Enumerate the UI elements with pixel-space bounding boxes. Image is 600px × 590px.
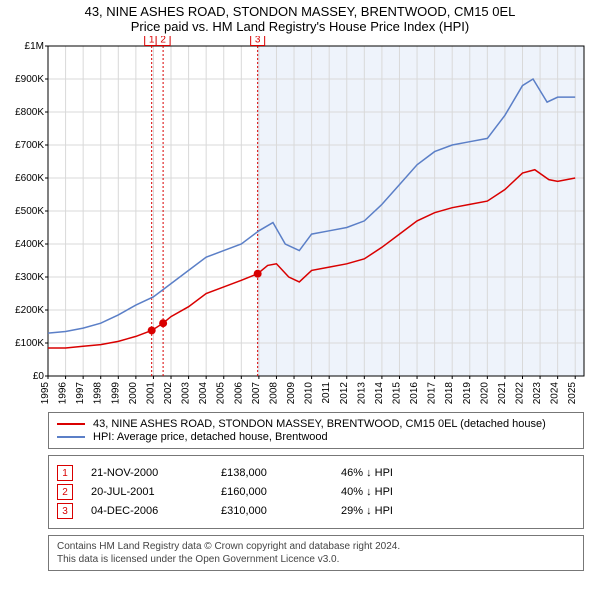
svg-text:2010: 2010 bbox=[304, 382, 315, 405]
legend-label: 43, NINE ASHES ROAD, STONDON MASSEY, BRE… bbox=[93, 418, 546, 430]
price-chart: £0 £100K £200K £300K £400K £500K £600K £700K £80… bbox=[0, 36, 600, 406]
svg-text:2024: 2024 bbox=[550, 382, 561, 405]
svg-text:£500K: £500K bbox=[15, 206, 44, 217]
svg-text:£100K: £100K bbox=[15, 338, 44, 349]
svg-text:2004: 2004 bbox=[198, 382, 209, 405]
svg-text:2013: 2013 bbox=[356, 382, 367, 405]
svg-text:2003: 2003 bbox=[181, 382, 192, 405]
svg-text:2022: 2022 bbox=[514, 382, 525, 405]
sale-delta: 46% ↓ HPI bbox=[341, 467, 393, 479]
svg-text:2025: 2025 bbox=[567, 382, 578, 405]
svg-text:£800K: £800K bbox=[15, 107, 44, 118]
sale-price: £138,000 bbox=[221, 467, 341, 479]
attribution-footer: Contains HM Land Registry data © Crown c… bbox=[48, 535, 584, 571]
svg-text:2002: 2002 bbox=[163, 382, 174, 405]
svg-text:2019: 2019 bbox=[462, 382, 473, 405]
legend-item: HPI: Average price, detached house, Bren… bbox=[57, 431, 575, 443]
svg-text:2: 2 bbox=[160, 36, 166, 46]
svg-text:£1M: £1M bbox=[25, 41, 44, 52]
svg-text:2001: 2001 bbox=[145, 382, 156, 405]
title-line-1: 43, NINE ASHES ROAD, STONDON MASSEY, BRE… bbox=[0, 4, 600, 19]
chart-svg: £0 £100K £200K £300K £400K £500K £600K £700K £80… bbox=[0, 36, 600, 406]
chart-title: 43, NINE ASHES ROAD, STONDON MASSEY, BRE… bbox=[0, 0, 600, 36]
svg-text:2005: 2005 bbox=[216, 382, 227, 405]
svg-text:£300K: £300K bbox=[15, 272, 44, 283]
legend-label: HPI: Average price, detached house, Bren… bbox=[93, 431, 328, 443]
legend-swatch bbox=[57, 436, 85, 438]
footer-line-2: This data is licensed under the Open Gov… bbox=[57, 553, 575, 566]
svg-text:1995: 1995 bbox=[40, 382, 51, 405]
svg-text:1: 1 bbox=[149, 36, 155, 46]
sale-price: £310,000 bbox=[221, 505, 341, 517]
svg-text:1996: 1996 bbox=[58, 382, 69, 405]
sale-marker-icon: 1 bbox=[57, 465, 73, 481]
svg-text:£900K: £900K bbox=[15, 74, 44, 85]
svg-text:1998: 1998 bbox=[93, 382, 104, 405]
sale-marker-icon: 2 bbox=[57, 484, 73, 500]
svg-text:2014: 2014 bbox=[374, 382, 385, 405]
svg-text:£200K: £200K bbox=[15, 305, 44, 316]
svg-text:2017: 2017 bbox=[427, 382, 438, 405]
svg-text:2000: 2000 bbox=[128, 382, 139, 405]
sale-row: 2 20-JUL-2001 £160,000 40% ↓ HPI bbox=[57, 484, 575, 500]
sale-price: £160,000 bbox=[221, 486, 341, 498]
sale-date: 04-DEC-2006 bbox=[91, 505, 221, 517]
legend: 43, NINE ASHES ROAD, STONDON MASSEY, BRE… bbox=[48, 412, 584, 449]
svg-text:2020: 2020 bbox=[479, 382, 490, 405]
sale-delta: 40% ↓ HPI bbox=[341, 486, 393, 498]
footer-line-1: Contains HM Land Registry data © Crown c… bbox=[57, 540, 575, 553]
sale-row: 1 21-NOV-2000 £138,000 46% ↓ HPI bbox=[57, 465, 575, 481]
svg-text:3: 3 bbox=[255, 36, 261, 46]
svg-text:2011: 2011 bbox=[321, 382, 332, 404]
svg-text:2007: 2007 bbox=[251, 382, 262, 405]
svg-text:2008: 2008 bbox=[268, 382, 279, 405]
title-line-2: Price paid vs. HM Land Registry's House … bbox=[0, 19, 600, 34]
svg-text:£0: £0 bbox=[33, 371, 45, 382]
svg-text:2023: 2023 bbox=[532, 382, 543, 405]
svg-text:2009: 2009 bbox=[286, 382, 297, 405]
svg-text:2015: 2015 bbox=[391, 382, 402, 405]
svg-text:2012: 2012 bbox=[339, 382, 350, 405]
sale-delta: 29% ↓ HPI bbox=[341, 505, 393, 517]
svg-text:£700K: £700K bbox=[15, 140, 44, 151]
sale-date: 21-NOV-2000 bbox=[91, 467, 221, 479]
svg-text:£400K: £400K bbox=[15, 239, 44, 250]
legend-item: 43, NINE ASHES ROAD, STONDON MASSEY, BRE… bbox=[57, 418, 575, 430]
sales-table: 1 21-NOV-2000 £138,000 46% ↓ HPI 2 20-JU… bbox=[48, 455, 584, 529]
svg-text:1999: 1999 bbox=[110, 382, 121, 405]
svg-text:2021: 2021 bbox=[497, 382, 508, 405]
svg-text:£600K: £600K bbox=[15, 173, 44, 184]
svg-text:1997: 1997 bbox=[75, 382, 86, 405]
sale-row: 3 04-DEC-2006 £310,000 29% ↓ HPI bbox=[57, 503, 575, 519]
legend-swatch bbox=[57, 423, 85, 425]
sale-date: 20-JUL-2001 bbox=[91, 486, 221, 498]
sale-marker-icon: 3 bbox=[57, 503, 73, 519]
svg-text:2016: 2016 bbox=[409, 382, 420, 405]
svg-text:2018: 2018 bbox=[444, 382, 455, 405]
svg-text:2006: 2006 bbox=[233, 382, 244, 405]
